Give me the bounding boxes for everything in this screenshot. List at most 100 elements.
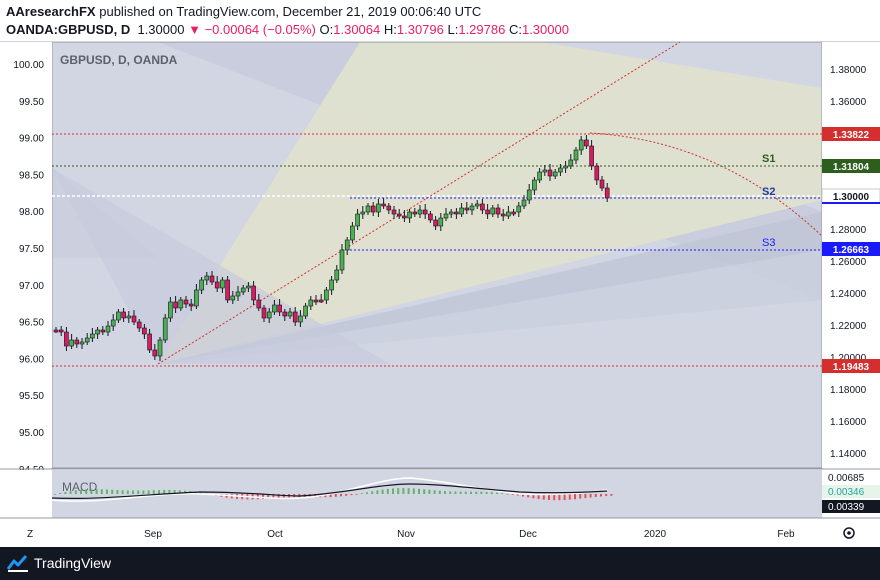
candle-body[interactable]: [604, 187, 610, 199]
price-chart[interactable]: S1 S2 S3 GBPUSD, D, OANDA 100.00 99.50 99.…: [0, 41, 880, 547]
candle-body[interactable]: [105, 325, 111, 333]
candle-body[interactable]: [599, 179, 605, 189]
candle-body[interactable]: [433, 219, 438, 227]
candle-body[interactable]: [318, 299, 324, 303]
candle-body[interactable]: [110, 319, 116, 327]
time-axis[interactable]: [0, 518, 880, 547]
candle-body[interactable]: [220, 279, 225, 289]
candle-body[interactable]: [506, 211, 511, 217]
candle-body[interactable]: [537, 171, 542, 181]
candle-body[interactable]: [74, 339, 80, 345]
candle-body[interactable]: [246, 285, 251, 289]
publisher-name[interactable]: AAresearchFX: [6, 4, 96, 19]
candle-body[interactable]: [365, 205, 371, 213]
candle-body[interactable]: [355, 213, 360, 227]
candle-body[interactable]: [162, 317, 168, 341]
candle-body[interactable]: [214, 281, 220, 289]
candle-body[interactable]: [558, 167, 563, 173]
candle-body[interactable]: [230, 295, 236, 301]
candle-body[interactable]: [251, 285, 256, 301]
candle-body[interactable]: [490, 207, 496, 215]
candle-body[interactable]: [480, 203, 485, 211]
candle-body[interactable]: [407, 211, 412, 219]
candle-body[interactable]: [500, 213, 506, 217]
candle-body[interactable]: [235, 291, 241, 297]
candle-body[interactable]: [495, 207, 501, 215]
candle-body[interactable]: [417, 209, 423, 215]
candle-body[interactable]: [178, 299, 184, 309]
candle-body[interactable]: [188, 303, 194, 307]
candle-body[interactable]: [594, 165, 600, 181]
candle-body[interactable]: [402, 215, 407, 219]
candle-body[interactable]: [121, 311, 126, 319]
candle-body[interactable]: [344, 239, 350, 251]
candle-body[interactable]: [339, 249, 345, 271]
candle-body[interactable]: [521, 199, 527, 207]
tradingview-logo[interactable]: TradingView: [6, 553, 111, 573]
candle-body[interactable]: [131, 315, 137, 323]
candle-body[interactable]: [428, 213, 433, 221]
candle-body[interactable]: [438, 217, 444, 227]
candle-body[interactable]: [532, 179, 537, 191]
candle-body[interactable]: [511, 211, 516, 215]
candle-body[interactable]: [464, 207, 470, 211]
candle-body[interactable]: [116, 311, 121, 321]
candle-body[interactable]: [157, 339, 163, 357]
candle-body[interactable]: [573, 149, 579, 161]
candle-body[interactable]: [79, 341, 85, 345]
candle-body[interactable]: [360, 211, 366, 215]
candle-body[interactable]: [256, 299, 262, 309]
candle-body[interactable]: [552, 171, 558, 177]
candle-body[interactable]: [334, 269, 340, 281]
candle-body[interactable]: [563, 165, 568, 169]
candle-body[interactable]: [95, 329, 100, 335]
candle-body[interactable]: [391, 209, 397, 215]
candle-body[interactable]: [173, 301, 178, 309]
candle-body[interactable]: [272, 304, 277, 313]
candle-body[interactable]: [589, 145, 594, 167]
candle-body[interactable]: [459, 207, 464, 215]
candle-body[interactable]: [412, 211, 418, 215]
candle-body[interactable]: [376, 203, 381, 213]
candle-body[interactable]: [370, 205, 376, 213]
candle-body[interactable]: [64, 331, 69, 347]
candle-body[interactable]: [422, 209, 428, 215]
arc-curve[interactable]: [589, 132, 823, 237]
candle-body[interactable]: [240, 287, 246, 293]
candle-body[interactable]: [168, 301, 173, 319]
candlestick-series[interactable]: [53, 135, 610, 361]
candle-body[interactable]: [381, 203, 386, 207]
candle-body[interactable]: [448, 211, 454, 215]
candle-body[interactable]: [152, 349, 158, 357]
candle-body[interactable]: [90, 333, 95, 339]
candle-body[interactable]: [204, 275, 210, 281]
candle-body[interactable]: [568, 159, 574, 167]
candle-body[interactable]: [194, 289, 199, 307]
candle-body[interactable]: [584, 139, 589, 147]
left-axis[interactable]: [0, 42, 52, 468]
candle-body[interactable]: [58, 329, 64, 333]
candle-body[interactable]: [266, 311, 272, 319]
candle-body[interactable]: [69, 339, 74, 347]
candle-body[interactable]: [324, 289, 329, 301]
candle-body[interactable]: [277, 304, 282, 313]
candle-body[interactable]: [225, 279, 230, 301]
z-button[interactable]: [16, 524, 44, 542]
candle-body[interactable]: [474, 203, 480, 207]
candle-body[interactable]: [292, 311, 298, 323]
candle-body[interactable]: [516, 205, 522, 213]
candle-body[interactable]: [454, 211, 459, 215]
candle-body[interactable]: [547, 169, 553, 177]
gear-icon[interactable]: [843, 527, 855, 539]
candle-body[interactable]: [350, 225, 355, 241]
candle-body[interactable]: [136, 321, 142, 329]
candle-body[interactable]: [298, 315, 303, 323]
candle-body[interactable]: [261, 307, 267, 319]
candle-body[interactable]: [485, 209, 490, 215]
chart-area[interactable]: S1 S2 S3 GBPUSD, D, OANDA 100.00 99.50 99.…: [0, 41, 880, 547]
candle-body[interactable]: [303, 305, 308, 317]
candle-body[interactable]: [53, 329, 59, 333]
candle-body[interactable]: [199, 279, 204, 291]
candle-body[interactable]: [282, 311, 288, 317]
candle-body[interactable]: [469, 205, 475, 211]
